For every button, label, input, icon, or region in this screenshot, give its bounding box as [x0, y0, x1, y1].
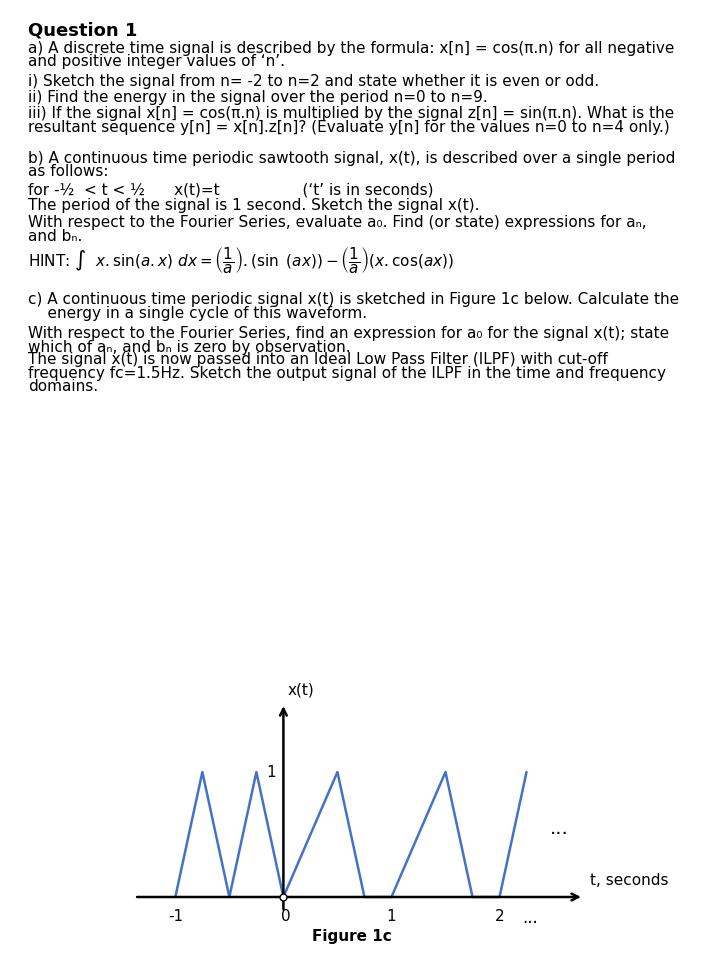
Text: -1: -1 — [168, 910, 183, 924]
Text: The signal x(t) is now passed into an Ideal Low Pass Filter (ILPF) with cut-off: The signal x(t) is now passed into an Id… — [28, 352, 608, 367]
Text: x(t): x(t) — [288, 682, 315, 697]
Text: as follows:: as follows: — [28, 164, 108, 179]
Text: for -½  < t < ½      x(t)=t                 (‘t’ is in seconds): for -½ < t < ½ x(t)=t (‘t’ is in seconds… — [28, 183, 434, 198]
Text: With respect to the Fourier Series, evaluate a₀. Find (or state) expressions for: With respect to the Fourier Series, eval… — [28, 215, 647, 230]
Text: iii) If the signal x[n] = cos(π.n) is multiplied by the signal z[n] = sin(π.n). : iii) If the signal x[n] = cos(π.n) is mu… — [28, 106, 674, 121]
Text: frequency fc=1.5Hz. Sketch the output signal of the ILPF in the time and frequen: frequency fc=1.5Hz. Sketch the output si… — [28, 366, 666, 380]
Text: With respect to the Fourier Series, find an expression for a₀ for the signal x(t: With respect to the Fourier Series, find… — [28, 326, 670, 341]
Text: b) A continuous time periodic sawtooth signal, x(t), is described over a single : b) A continuous time periodic sawtooth s… — [28, 151, 676, 165]
Text: i) Sketch the signal from n= -2 to n=2 and state whether it is even or odd.: i) Sketch the signal from n= -2 to n=2 a… — [28, 74, 599, 89]
Text: which of aₙ, and bₙ is zero by observation.: which of aₙ, and bₙ is zero by observati… — [28, 340, 351, 354]
Text: a) A discrete time signal is described by the formula: x[n] = cos(π.n) for all n: a) A discrete time signal is described b… — [28, 41, 674, 55]
Text: energy in a single cycle of this waveform.: energy in a single cycle of this wavefor… — [28, 306, 367, 320]
Text: 1: 1 — [386, 910, 396, 924]
Text: Question 1: Question 1 — [28, 21, 137, 39]
Text: ii) Find the energy in the signal over the period n=0 to n=9.: ii) Find the energy in the signal over t… — [28, 90, 488, 104]
Text: ...: ... — [522, 910, 538, 927]
Text: and bₙ.: and bₙ. — [28, 229, 82, 243]
Text: resultant sequence y[n] = x[n].z[n]? (Evaluate y[n] for the values n=0 to n=4 on: resultant sequence y[n] = x[n].z[n]? (Ev… — [28, 120, 670, 134]
Text: Figure 1c: Figure 1c — [312, 929, 392, 944]
Text: 2: 2 — [495, 910, 504, 924]
Text: t, seconds: t, seconds — [590, 873, 669, 888]
Text: and positive integer values of ‘n’.: and positive integer values of ‘n’. — [28, 54, 285, 69]
Text: 0: 0 — [281, 910, 290, 924]
Text: The period of the signal is 1 second. Sketch the signal x(t).: The period of the signal is 1 second. Sk… — [28, 198, 479, 213]
Text: HINT: $\int\ \ x.\sin(a.x)\ dx = \left(\dfrac{1}{a}\right).\left(\sin\ (ax)\righ: HINT: $\int\ \ x.\sin(a.x)\ dx = \left(\… — [28, 245, 454, 275]
Text: c) A continuous time periodic signal x(t) is sketched in Figure 1c below. Calcul: c) A continuous time periodic signal x(t… — [28, 292, 679, 306]
Text: domains.: domains. — [28, 379, 99, 394]
Text: 1: 1 — [266, 765, 276, 779]
Text: ...: ... — [550, 818, 568, 838]
